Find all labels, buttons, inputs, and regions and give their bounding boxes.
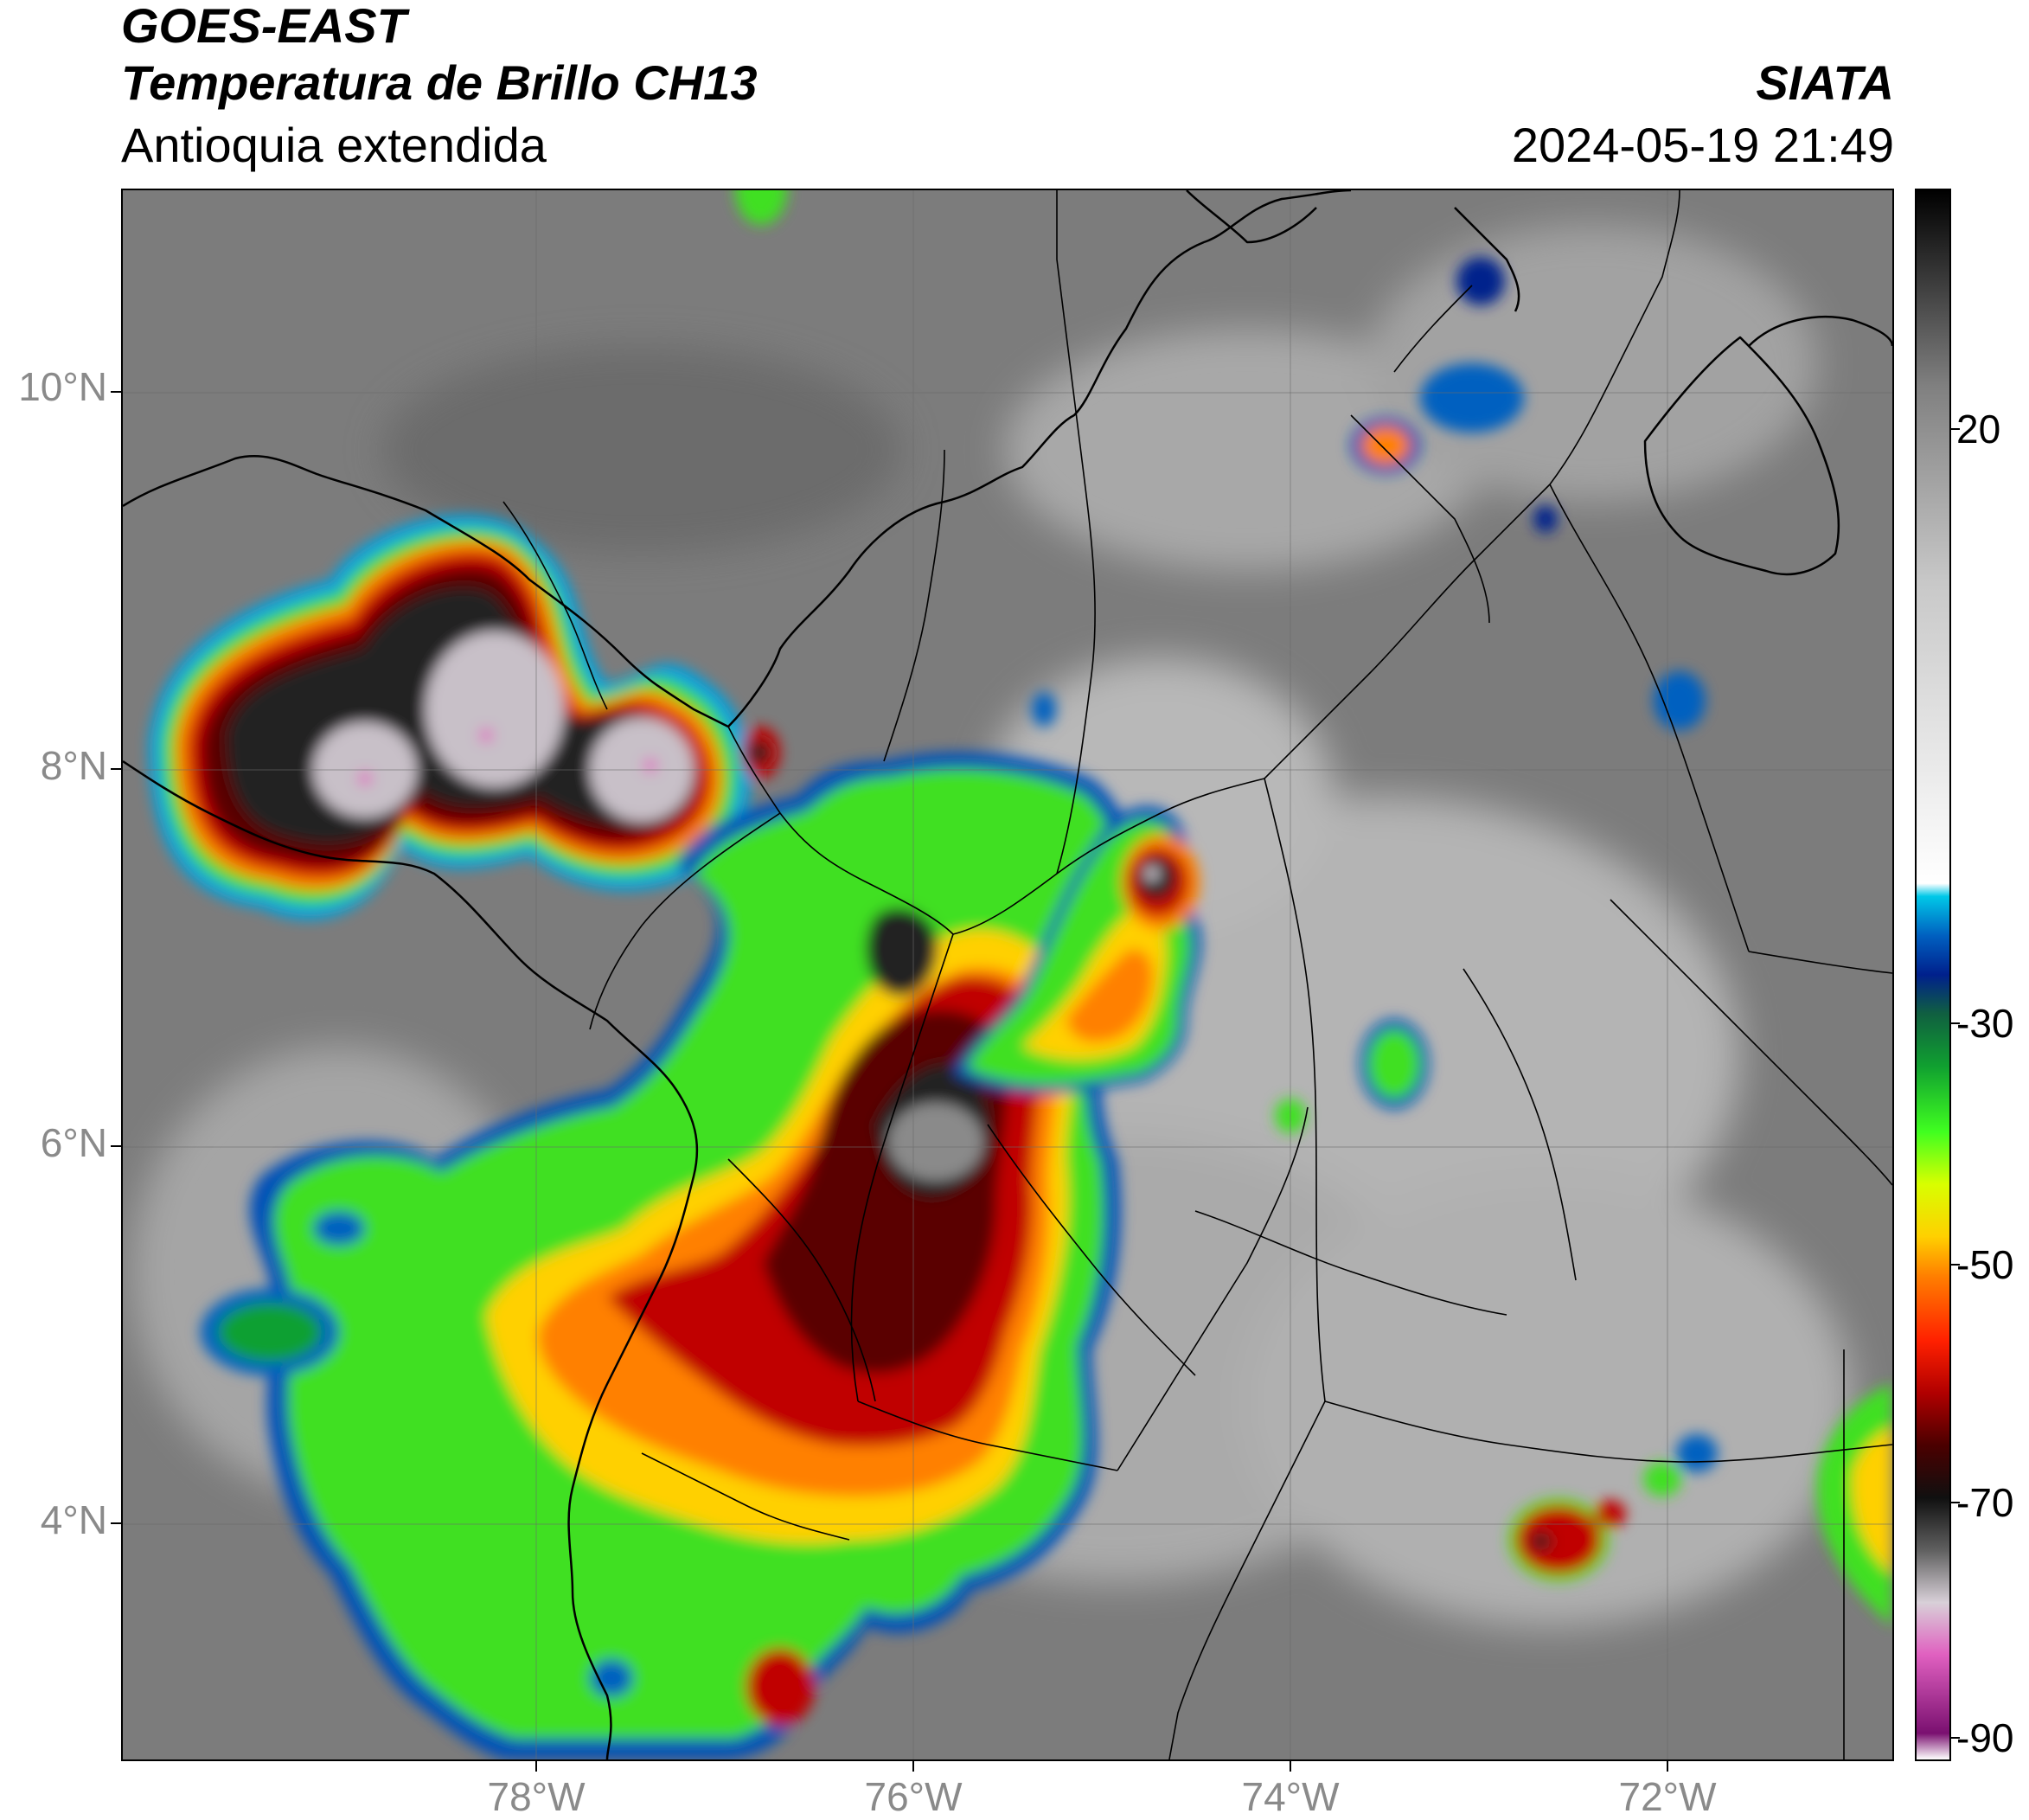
- colorbar: [1915, 189, 1951, 1761]
- map-canvas: [123, 190, 1892, 1759]
- lat-tickmark: [111, 391, 121, 393]
- lat-tick-4n: 4°N: [40, 1497, 107, 1542]
- lon-tick-74w: 74°W: [1241, 1774, 1340, 1819]
- colorbar-tick-neg30: -30: [1956, 1001, 2014, 1046]
- graticule: [123, 190, 1892, 1759]
- colorbar-tickmark: [1951, 428, 1960, 430]
- timestamp-label: 2024-05-19 21:49: [1511, 118, 1894, 172]
- colorbar-tickmark: [1951, 1502, 1960, 1503]
- coastlines: [123, 190, 1892, 1759]
- lon-tick-72w: 72°W: [1618, 1774, 1717, 1819]
- lat-tickmark: [111, 1145, 121, 1147]
- lon-tick-76w: 76°W: [864, 1774, 963, 1819]
- channel-title: Temperatura de Brillo CH13: [121, 55, 758, 110]
- lat-tickmark: [111, 1522, 121, 1524]
- lat-tick-8n: 8°N: [40, 743, 107, 788]
- organization-label: SIATA: [1756, 55, 1894, 110]
- convective-systems: [149, 190, 1892, 1759]
- lat-tick-6n: 6°N: [40, 1120, 107, 1165]
- colorbar-tick-neg70: -70: [1956, 1480, 2014, 1525]
- storm-north-panama: [149, 515, 752, 920]
- lon-tick-78w: 78°W: [487, 1774, 586, 1819]
- storm-magdalena: [953, 806, 1201, 1093]
- lat-tickmark: [111, 768, 121, 770]
- admin-borders: [502, 190, 1892, 1759]
- colorbar-tick-neg90: -90: [1956, 1715, 2014, 1760]
- storm-small-cells: [201, 257, 1892, 1697]
- lat-tick-10n: 10°N: [18, 364, 107, 409]
- colorbar-tickmark: [1951, 1264, 1960, 1266]
- colorbar-tick-20: 20: [1956, 407, 2001, 452]
- lon-tickmark: [912, 1761, 914, 1772]
- lon-tickmark: [535, 1761, 537, 1772]
- region-subtitle: Antioquia extendida: [121, 118, 547, 172]
- lon-tickmark: [1290, 1761, 1291, 1772]
- satellite-map[interactable]: [121, 189, 1894, 1761]
- colorbar-tickmark: [1951, 1022, 1960, 1024]
- lon-tickmark: [1667, 1761, 1668, 1772]
- storm-antioquia-mcs: [250, 752, 1136, 1759]
- colorbar-tickmark: [1951, 1737, 1960, 1739]
- colorbar-tick-neg50: -50: [1956, 1242, 2014, 1287]
- storm-uraba-small: [735, 190, 787, 779]
- product-title: GOES-EAST: [121, 0, 406, 53]
